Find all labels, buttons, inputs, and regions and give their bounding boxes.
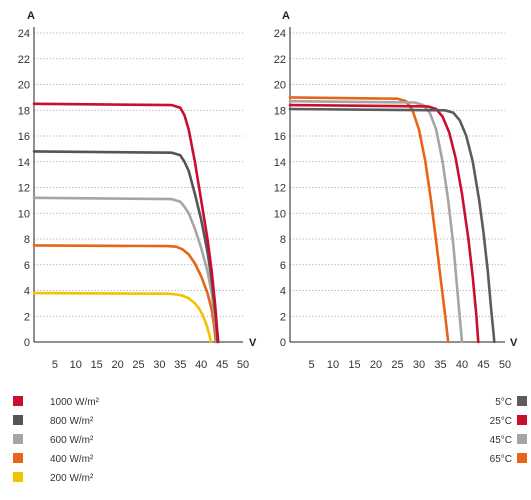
x-tick-label: 25: [132, 359, 144, 371]
x-tick-label: 5: [52, 359, 58, 371]
y-tick-label: 18: [274, 105, 286, 117]
legend-label: 1000 W/m²: [50, 397, 100, 408]
x-axis-label: V: [249, 337, 257, 349]
y-tick-label: 4: [280, 286, 286, 298]
legend-swatch: [517, 415, 527, 425]
legend-label: 800 W/m²: [50, 416, 94, 427]
x-tick-label: 30: [413, 359, 425, 371]
y-tick-label: 16: [18, 131, 30, 143]
y-tick-label: 22: [274, 54, 286, 66]
x-tick-label: 5: [308, 359, 314, 371]
legend-swatch: [13, 453, 23, 463]
x-tick-label: 15: [91, 359, 103, 371]
x-tick-label: 45: [477, 359, 489, 371]
y-tick-label: 6: [24, 260, 30, 272]
legend-label: 65°C: [490, 454, 512, 465]
y-tick-label: 2: [280, 311, 286, 323]
y-tick-label: 0: [24, 337, 30, 349]
y-tick-label: 2: [24, 311, 30, 323]
legend-swatch: [13, 434, 23, 444]
x-tick-label: 20: [111, 359, 123, 371]
x-tick-label: 40: [456, 359, 468, 371]
x-tick-label: 20: [370, 359, 382, 371]
series-line: [288, 103, 480, 344]
y-tick-label: 18: [18, 105, 30, 117]
legend-label: 25°C: [490, 416, 512, 427]
y-tick-label: 20: [274, 80, 286, 92]
x-tick-label: 30: [153, 359, 165, 371]
x-tick-label: 35: [434, 359, 446, 371]
y-tick-label: 14: [274, 157, 286, 169]
x-tick-label: 50: [499, 359, 511, 371]
x-tick-label: 10: [327, 359, 339, 371]
x-tick-label: 35: [174, 359, 186, 371]
legend-label: 400 W/m²: [50, 454, 94, 465]
y-axis-label: A: [27, 10, 35, 22]
legend-swatch: [517, 434, 527, 444]
y-tick-label: 20: [18, 80, 30, 92]
x-tick-label: 25: [391, 359, 403, 371]
series-line: [288, 99, 464, 344]
series-line: [288, 96, 450, 344]
legend-swatch: [517, 396, 527, 406]
x-tick-label: 40: [195, 359, 207, 371]
legend-label: 600 W/m²: [50, 435, 94, 446]
series-line: [32, 102, 220, 344]
y-tick-label: 10: [18, 208, 30, 220]
y-tick-label: 12: [274, 183, 286, 195]
y-tick-label: 22: [18, 54, 30, 66]
y-tick-label: 6: [280, 260, 286, 272]
legend-swatch: [13, 472, 23, 482]
y-tick-label: 12: [18, 183, 30, 195]
y-tick-label: 24: [18, 28, 30, 40]
legend-label: 200 W/m²: [50, 473, 94, 484]
legend-swatch: [13, 415, 23, 425]
legend-label: 5°C: [495, 397, 512, 408]
y-axis-label: A: [282, 10, 290, 22]
y-tick-label: 24: [274, 28, 286, 40]
series-line: [32, 196, 218, 344]
y-tick-label: 14: [18, 157, 30, 169]
series-line: [32, 244, 218, 344]
y-tick-label: 10: [274, 208, 286, 220]
x-tick-label: 15: [348, 359, 360, 371]
y-tick-label: 4: [24, 286, 30, 298]
series-line: [288, 107, 496, 344]
legend-swatch: [517, 453, 527, 463]
y-tick-label: 8: [280, 234, 286, 246]
x-tick-label: 45: [216, 359, 228, 371]
y-tick-label: 0: [280, 337, 286, 349]
x-axis-label: V: [510, 337, 518, 349]
y-tick-label: 8: [24, 234, 30, 246]
x-tick-label: 50: [237, 359, 249, 371]
y-tick-label: 16: [274, 131, 286, 143]
x-tick-label: 10: [70, 359, 82, 371]
legend-swatch: [13, 396, 23, 406]
legend-label: 45°C: [490, 435, 512, 446]
series-line: [32, 291, 213, 344]
